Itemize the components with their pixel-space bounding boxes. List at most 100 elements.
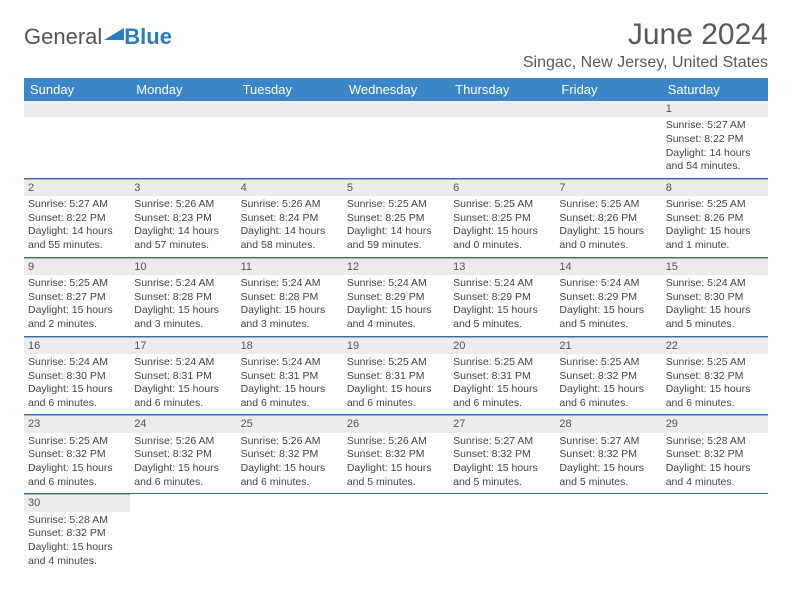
daylight-text: Daylight: 15 hours and 5 minutes. — [453, 304, 551, 331]
sunrise-text: Sunrise: 5:24 AM — [241, 277, 339, 291]
daylight-text: Daylight: 15 hours and 4 minutes. — [28, 541, 126, 568]
sunrise-text: Sunrise: 5:27 AM — [453, 435, 551, 449]
sunrise-text: Sunrise: 5:25 AM — [347, 198, 445, 212]
calendar-empty-cell — [343, 101, 449, 178]
daylight-text: Daylight: 14 hours and 59 minutes. — [347, 225, 445, 252]
calendar-empty-cell — [555, 101, 661, 178]
day-number: 22 — [662, 337, 768, 354]
calendar-day-cell: 24Sunrise: 5:26 AMSunset: 8:32 PMDayligh… — [130, 415, 236, 494]
sunset-text: Sunset: 8:32 PM — [28, 448, 126, 462]
sunset-text: Sunset: 8:26 PM — [666, 212, 764, 226]
day-body: Sunrise: 5:28 AMSunset: 8:32 PMDaylight:… — [24, 512, 130, 573]
calendar-week-row: 2 Sunrise: 5:27 AMSunset: 8:22 PM Daylight… — [24, 178, 768, 257]
sunrise-text: Sunrise: 5:25 AM — [559, 356, 657, 370]
day-number: 20 — [449, 337, 555, 354]
calendar-day-cell: 27Sunrise: 5:27 AMSunset: 8:32 PMDayligh… — [449, 415, 555, 494]
day-body: Sunrise: 5:28 AMSunset: 8:32 PMDaylight:… — [662, 433, 768, 494]
day-number: 14 — [555, 258, 661, 275]
calendar-empty-cell — [343, 494, 449, 572]
daylight-text: Daylight: 15 hours and 6 minutes. — [134, 383, 232, 410]
calendar-week-row: 1Sunrise: 5:27 AMSunset: 8:22 PMDaylight… — [24, 101, 768, 178]
calendar-empty-cell — [662, 494, 768, 572]
sunset-text: Sunset: 8:32 PM — [347, 448, 445, 462]
sunset-text: Sunset: 8:26 PM — [559, 212, 657, 226]
calendar-day-cell: 6Sunrise: 5:25 AMSunset: 8:25 PMDaylight… — [449, 178, 555, 257]
daylight-text: Daylight: 15 hours and 6 minutes. — [559, 383, 657, 410]
sunrise-text: Sunrise: 5:25 AM — [559, 198, 657, 212]
calendar-day-cell: 3Sunrise: 5:26 AMSunset: 8:23 PMDaylight… — [130, 178, 236, 257]
day-body: Sunrise: 5:24 AMSunset: 8:29 PMDaylight:… — [343, 275, 449, 336]
weekday-header-row: SundayMondayTuesdayWednesdayThursdayFrid… — [24, 78, 768, 101]
calendar-empty-cell — [24, 101, 130, 178]
day-number: 29 — [662, 415, 768, 432]
day-body: Sunrise: 5:25 AMSunset: 8:27 PMDaylight:… — [24, 275, 130, 336]
day-body: Sunrise: 5:24 AMSunset: 8:29 PMDaylight:… — [555, 275, 661, 336]
day-number: 5 — [343, 179, 449, 196]
logo-triangle-icon — [104, 20, 124, 46]
sunset-text: Sunset: 8:31 PM — [241, 370, 339, 384]
daylight-text: Daylight: 15 hours and 4 minutes. — [666, 462, 764, 489]
calendar-day-cell: 17Sunrise: 5:24 AMSunset: 8:31 PMDayligh… — [130, 336, 236, 415]
day-body: Sunrise: 5:24 AMSunset: 8:31 PMDaylight:… — [237, 354, 343, 415]
day-number: 9 — [24, 258, 130, 275]
sunset-text: Sunset: 8:28 PM — [241, 291, 339, 305]
sunset-text: Sunset: 8:28 PM — [134, 291, 232, 305]
empty-day-strip — [130, 101, 236, 117]
daylight-text: Daylight: 15 hours and 4 minutes. — [347, 304, 445, 331]
day-body: Sunrise: 5:26 AMSunset: 8:32 PMDaylight:… — [130, 433, 236, 494]
sunset-text: Sunset: 8:22 PM — [28, 212, 126, 226]
daylight-text: Daylight: 15 hours and 6 minutes. — [453, 383, 551, 410]
calendar-empty-cell — [237, 494, 343, 572]
sunrise-text: Sunrise: 5:25 AM — [666, 198, 764, 212]
page-title: June 2024 — [523, 18, 768, 52]
sunset-text: Sunset: 8:25 PM — [453, 212, 551, 226]
calendar-empty-cell — [130, 101, 236, 178]
sunset-text: Sunset: 8:32 PM — [666, 448, 764, 462]
day-body: Sunrise: 5:24 AMSunset: 8:30 PMDaylight:… — [662, 275, 768, 336]
calendar-day-cell: 9Sunrise: 5:25 AMSunset: 8:27 PMDaylight… — [24, 257, 130, 336]
sunrise-text: Sunrise: 5:24 AM — [666, 277, 764, 291]
sunrise-text: Sunrise: 5:24 AM — [559, 277, 657, 291]
daylight-text: Daylight: 15 hours and 5 minutes. — [559, 304, 657, 331]
day-number: 24 — [130, 415, 236, 432]
day-number: 21 — [555, 337, 661, 354]
day-body: Sunrise: 5:25 AMSunset: 8:31 PMDaylight:… — [449, 354, 555, 415]
logo-text-general: General — [24, 24, 102, 50]
sunrise-text: Sunrise: 5:27 AM — [28, 198, 126, 212]
sunrise-text: Sunrise: 5:26 AM — [134, 198, 232, 212]
calendar-week-row: 30Sunrise: 5:28 AMSunset: 8:32 PMDayligh… — [24, 494, 768, 572]
day-body: Sunrise: 5:26 AMSunset: 8:24 PMDaylight:… — [237, 196, 343, 257]
day-body: Sunrise: 5:24 AMSunset: 8:28 PMDaylight:… — [237, 275, 343, 336]
sunrise-text: Sunrise: 5:26 AM — [241, 198, 339, 212]
sunrise-text: Sunrise: 5:24 AM — [134, 277, 232, 291]
daylight-text: Daylight: 15 hours and 6 minutes. — [666, 383, 764, 410]
weekday-header: Wednesday — [343, 78, 449, 101]
calendar-day-cell: 26Sunrise: 5:26 AMSunset: 8:32 PMDayligh… — [343, 415, 449, 494]
day-number: 12 — [343, 258, 449, 275]
calendar-day-cell: 14Sunrise: 5:24 AMSunset: 8:29 PMDayligh… — [555, 257, 661, 336]
day-body: Sunrise: 5:25 AMSunset: 8:25 PMDaylight:… — [449, 196, 555, 257]
weekday-header: Friday — [555, 78, 661, 101]
day-body: Sunrise: 5:25 AMSunset: 8:32 PMDaylight:… — [24, 433, 130, 494]
daylight-text: Daylight: 15 hours and 6 minutes. — [134, 462, 232, 489]
day-body: Sunrise: 5:25 AMSunset: 8:32 PMDaylight:… — [662, 354, 768, 415]
day-number: 8 — [662, 179, 768, 196]
daylight-text: Daylight: 15 hours and 1 minute. — [666, 225, 764, 252]
daylight-text: Daylight: 15 hours and 0 minutes. — [453, 225, 551, 252]
daylight-text: Daylight: 15 hours and 6 minutes. — [241, 383, 339, 410]
day-number: 4 — [237, 179, 343, 196]
weekday-header: Thursday — [449, 78, 555, 101]
day-number: 18 — [237, 337, 343, 354]
calendar-empty-cell — [237, 101, 343, 178]
day-number: 2 — [24, 179, 130, 196]
calendar-day-cell: 25Sunrise: 5:26 AMSunset: 8:32 PMDayligh… — [237, 415, 343, 494]
sunset-text: Sunset: 8:27 PM — [28, 291, 126, 305]
calendar-day-cell: 20Sunrise: 5:25 AMSunset: 8:31 PMDayligh… — [449, 336, 555, 415]
sunset-text: Sunset: 8:29 PM — [559, 291, 657, 305]
sunrise-text: Sunrise: 5:25 AM — [453, 356, 551, 370]
title-block: June 2024 Singac, New Jersey, United Sta… — [523, 18, 768, 72]
daylight-text: Daylight: 15 hours and 6 minutes. — [28, 383, 126, 410]
daylight-text: Daylight: 15 hours and 5 minutes. — [559, 462, 657, 489]
daylight-text: Daylight: 15 hours and 3 minutes. — [241, 304, 339, 331]
calendar-empty-cell — [449, 101, 555, 178]
